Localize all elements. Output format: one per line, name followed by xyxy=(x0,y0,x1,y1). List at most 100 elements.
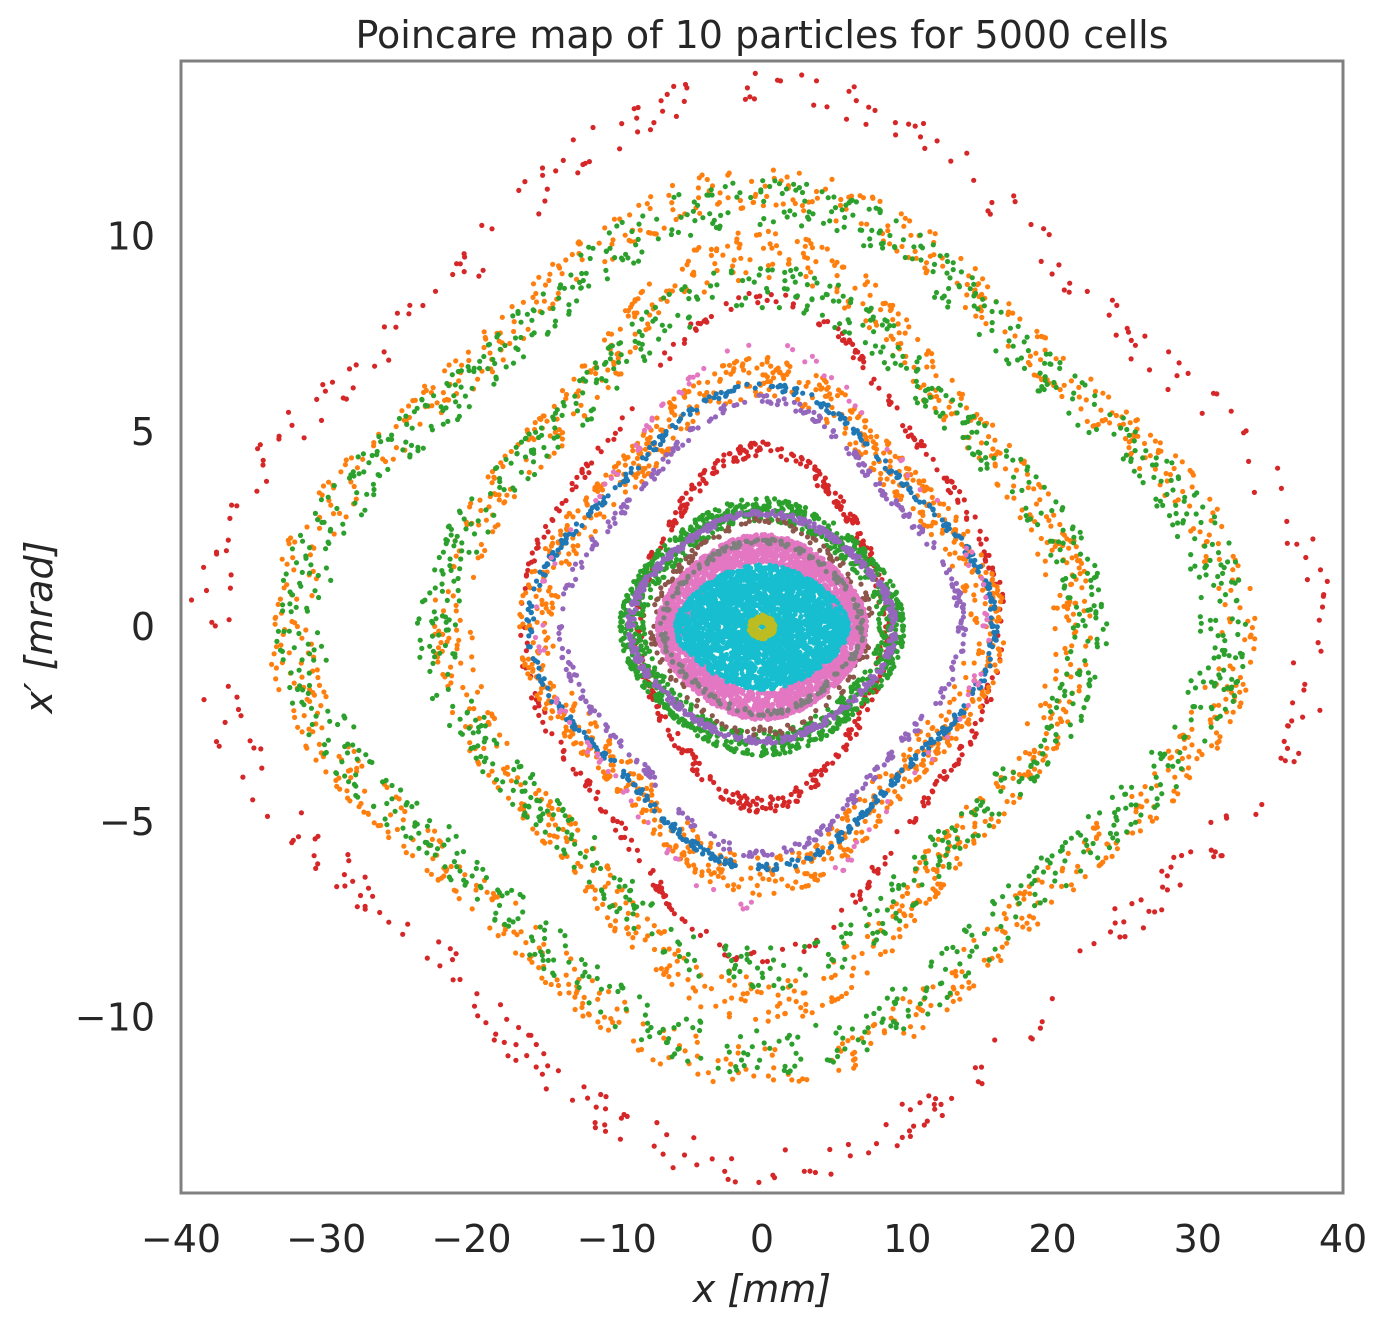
data-point xyxy=(824,393,830,399)
data-point xyxy=(404,800,410,806)
data-point xyxy=(404,421,410,427)
data-point xyxy=(953,736,959,742)
data-point xyxy=(392,808,398,814)
data-point xyxy=(1128,456,1134,462)
data-point xyxy=(1051,512,1057,518)
data-point xyxy=(920,854,926,861)
data-point xyxy=(1316,617,1322,623)
data-point xyxy=(864,1047,870,1053)
data-point xyxy=(803,1001,809,1008)
data-point xyxy=(1202,543,1208,549)
data-point xyxy=(907,999,913,1005)
data-point xyxy=(899,903,905,909)
data-point xyxy=(496,902,503,909)
data-point xyxy=(544,186,550,192)
data-point xyxy=(1021,365,1028,371)
data-point xyxy=(1197,614,1203,620)
data-point xyxy=(1318,648,1324,654)
data-point xyxy=(675,1021,682,1028)
data-point xyxy=(554,434,561,440)
data-point xyxy=(682,1048,688,1054)
data-point xyxy=(489,768,495,774)
data-point xyxy=(668,231,675,238)
data-point xyxy=(697,1027,703,1034)
data-point xyxy=(697,210,703,216)
data-point xyxy=(442,642,448,649)
data-point xyxy=(450,271,456,278)
data-point xyxy=(890,479,896,485)
data-point xyxy=(544,418,550,424)
data-point xyxy=(587,255,593,262)
data-point xyxy=(641,473,648,479)
data-point xyxy=(794,798,801,805)
data-point xyxy=(908,232,914,238)
data-point xyxy=(234,694,240,700)
data-point xyxy=(867,243,874,249)
data-point xyxy=(614,818,621,825)
data-point xyxy=(766,984,772,990)
data-point xyxy=(732,962,739,968)
data-point xyxy=(923,860,929,866)
data-point xyxy=(971,660,977,666)
data-point xyxy=(563,498,569,504)
data-point xyxy=(544,453,550,459)
data-point xyxy=(1128,450,1134,456)
data-point xyxy=(933,409,939,415)
data-point xyxy=(672,951,678,957)
data-point xyxy=(670,207,676,213)
data-point xyxy=(784,1035,791,1041)
data-point xyxy=(788,267,794,274)
data-point xyxy=(746,356,752,362)
data-point xyxy=(721,363,727,369)
data-point xyxy=(1037,497,1043,503)
series-1-points xyxy=(269,167,1258,1085)
data-point xyxy=(822,481,828,487)
data-point xyxy=(457,261,463,267)
data-point xyxy=(635,104,641,111)
data-point xyxy=(346,858,352,864)
data-point xyxy=(293,604,299,610)
data-point xyxy=(476,365,483,371)
data-point xyxy=(930,364,936,370)
data-point xyxy=(475,1013,481,1019)
data-point xyxy=(421,389,427,395)
data-point xyxy=(1015,323,1021,329)
data-point xyxy=(1038,357,1044,363)
data-point xyxy=(1152,438,1158,444)
data-point xyxy=(587,787,593,793)
data-point xyxy=(842,329,848,335)
data-point xyxy=(545,957,551,964)
data-point xyxy=(432,585,438,591)
data-point xyxy=(533,299,540,305)
data-point xyxy=(369,759,375,766)
data-point xyxy=(1222,706,1228,712)
data-point xyxy=(672,283,678,289)
data-point xyxy=(1037,769,1043,775)
data-point xyxy=(948,158,954,164)
data-point xyxy=(843,116,850,122)
data-point xyxy=(1051,379,1057,386)
data-point xyxy=(603,378,609,384)
data-point xyxy=(893,1000,899,1006)
data-point xyxy=(900,237,907,243)
data-point xyxy=(927,896,933,902)
data-point xyxy=(893,1021,900,1027)
data-point xyxy=(1192,563,1198,569)
data-point xyxy=(1138,812,1144,818)
data-point xyxy=(731,882,737,888)
data-point xyxy=(653,967,659,973)
data-point xyxy=(1090,840,1096,847)
data-point xyxy=(604,915,611,921)
data-point xyxy=(928,531,935,538)
data-point xyxy=(678,214,684,220)
data-point xyxy=(1049,996,1055,1002)
data-point xyxy=(866,1150,872,1156)
data-point xyxy=(946,299,952,305)
data-point xyxy=(456,637,462,643)
data-point xyxy=(1207,496,1213,502)
data-point xyxy=(907,1133,914,1139)
data-point xyxy=(767,965,773,972)
data-point xyxy=(458,660,464,666)
data-point xyxy=(776,1038,782,1044)
